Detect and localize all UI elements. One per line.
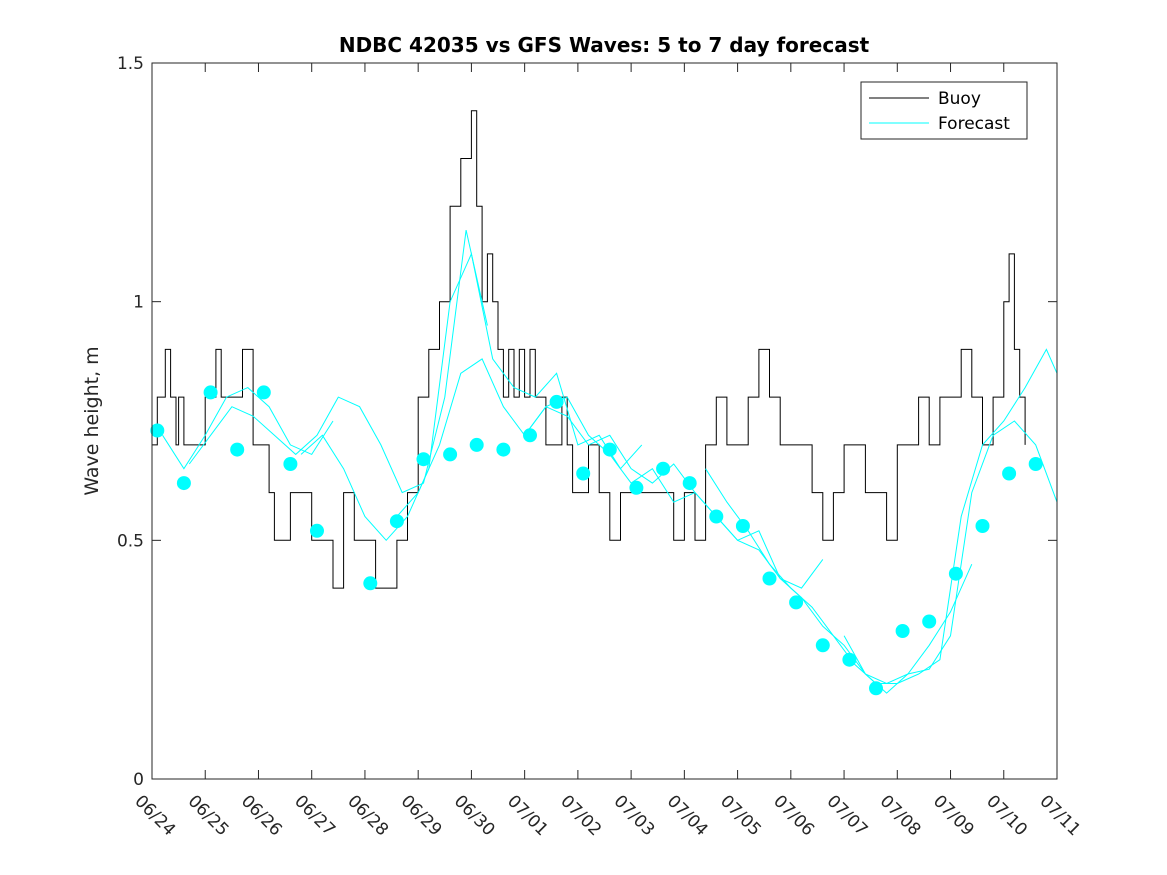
legend-forecast-label: Forecast (938, 114, 1010, 134)
forecast-point (815, 638, 830, 653)
forecast-point (496, 442, 511, 457)
plot-area: 00.511.506/24 06/25 06/26 06/27 06/28 06/29 06… (117, 54, 1084, 840)
forecast-point (523, 428, 537, 443)
plot-background (152, 63, 1057, 779)
forecast-point (416, 452, 431, 467)
forecast-point (363, 576, 378, 591)
y-tick-label: 0 (133, 770, 144, 790)
forecast-line-5 (524, 406, 973, 685)
forecast-line-6 (705, 348, 1058, 684)
forecast-point (656, 461, 671, 476)
y-tick-label: 1.5 (117, 54, 144, 74)
forecast-point (762, 571, 777, 586)
forecast-point (469, 437, 484, 452)
forecast-point (602, 442, 617, 457)
legend-buoy-label: Buoy (938, 89, 981, 109)
forecast-point (389, 514, 404, 529)
forecast-point (895, 624, 910, 638)
forecast-line-2 (188, 229, 488, 494)
legend-box (860, 81, 1028, 140)
forecast-point (629, 480, 644, 495)
forecast-point (975, 519, 990, 533)
forecast-point (1002, 466, 1017, 481)
legend: Buoy Forecast (860, 81, 1028, 140)
forecast-point (203, 385, 218, 400)
forecast-point (150, 423, 165, 438)
y-axis-label: Wave height, m (81, 346, 103, 495)
forecast-point (443, 447, 458, 462)
forecast-point (230, 442, 245, 457)
forecast-point (310, 523, 324, 538)
forecast-point (948, 566, 963, 581)
forecast-point (922, 614, 937, 629)
forecast-point (1028, 457, 1043, 471)
forecast-point (842, 652, 857, 667)
forecast-point (576, 466, 591, 481)
forecast-point (256, 385, 271, 400)
forecast-point (869, 681, 883, 696)
forecast-point (549, 394, 564, 409)
forecast-line-3 (300, 252, 643, 542)
y-tick-label: 1 (133, 293, 144, 313)
forecast-point (176, 476, 191, 491)
forecast-point (283, 457, 298, 471)
forecast-point (789, 595, 804, 610)
forecast-point (709, 509, 724, 524)
chart-title: NDBC 42035 vs GFS Waves: 5 to 7 day fore… (339, 33, 870, 57)
axes-box (151, 62, 1058, 780)
forecast-point (735, 519, 750, 533)
y-tick-label: 0.5 (117, 531, 144, 551)
forecast-point (682, 476, 697, 491)
